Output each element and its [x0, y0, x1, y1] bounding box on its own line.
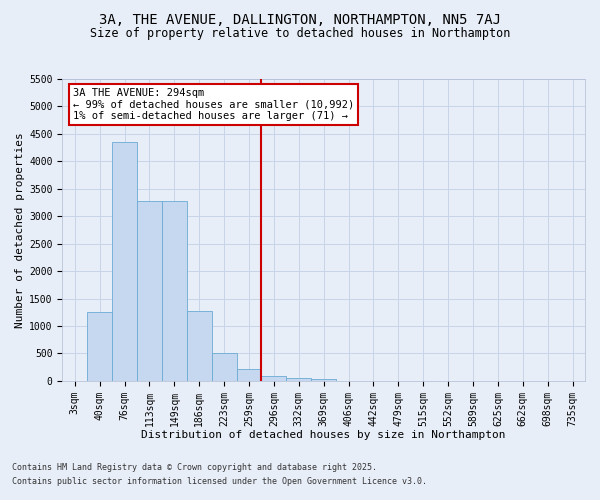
Text: Size of property relative to detached houses in Northampton: Size of property relative to detached ho… — [90, 28, 510, 40]
Bar — [87, 312, 112, 381]
Bar — [286, 378, 311, 381]
X-axis label: Distribution of detached houses by size in Northampton: Distribution of detached houses by size … — [142, 430, 506, 440]
Bar — [236, 370, 262, 381]
Bar — [137, 201, 162, 381]
Text: 3A, THE AVENUE, DALLINGTON, NORTHAMPTON, NN5 7AJ: 3A, THE AVENUE, DALLINGTON, NORTHAMPTON,… — [99, 12, 501, 26]
Text: Contains public sector information licensed under the Open Government Licence v3: Contains public sector information licen… — [12, 477, 427, 486]
Bar — [162, 201, 187, 381]
Bar — [262, 376, 286, 381]
Text: Contains HM Land Registry data © Crown copyright and database right 2025.: Contains HM Land Registry data © Crown c… — [12, 464, 377, 472]
Bar — [311, 378, 336, 381]
Bar — [212, 354, 236, 381]
Bar — [187, 310, 212, 381]
Text: 3A THE AVENUE: 294sqm
← 99% of detached houses are smaller (10,992)
1% of semi-d: 3A THE AVENUE: 294sqm ← 99% of detached … — [73, 88, 354, 122]
Bar — [112, 142, 137, 381]
Y-axis label: Number of detached properties: Number of detached properties — [15, 132, 25, 328]
